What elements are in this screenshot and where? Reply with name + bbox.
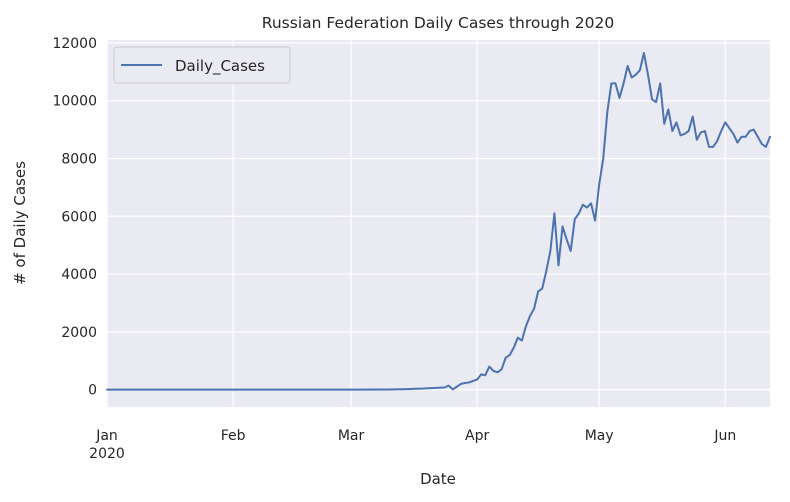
y-tick-label: 0 bbox=[88, 383, 97, 399]
x-axis: Jan 2020 Feb Mar Apr May Jun bbox=[89, 428, 736, 462]
x-axis-label: Date bbox=[420, 470, 456, 488]
series-line-daily-cases bbox=[106, 52, 771, 391]
y-axis: 0 2000 4000 6000 8000 10000 12000 bbox=[52, 36, 97, 399]
y-tick-label: 8000 bbox=[61, 151, 97, 167]
chart-title: Russian Federation Daily Cases through 2… bbox=[262, 14, 614, 32]
y-tick-label: 2000 bbox=[61, 325, 97, 341]
x-tick-label: May bbox=[585, 428, 614, 444]
y-tick-label: 10000 bbox=[52, 94, 97, 110]
y-tick-label: 12000 bbox=[52, 36, 97, 52]
x-tick-label: Jan bbox=[95, 428, 118, 444]
series-layer bbox=[106, 52, 771, 391]
x-tick-label: Jun bbox=[713, 428, 736, 444]
plot-background bbox=[107, 40, 770, 407]
x-tick-sublabel: 2020 bbox=[89, 446, 125, 462]
legend: Daily_Cases bbox=[113, 46, 291, 84]
x-tick-label: Mar bbox=[338, 428, 365, 444]
grid-lines bbox=[106, 40, 770, 407]
y-tick-label: 6000 bbox=[61, 209, 97, 225]
legend-label: Daily_Cases bbox=[175, 57, 265, 76]
y-axis-label: # of Daily Cases bbox=[11, 161, 29, 285]
legend-box bbox=[113, 46, 291, 84]
x-tick-label: Feb bbox=[221, 428, 246, 444]
x-tick-label: Apr bbox=[465, 428, 489, 444]
y-tick-label: 4000 bbox=[61, 267, 97, 283]
